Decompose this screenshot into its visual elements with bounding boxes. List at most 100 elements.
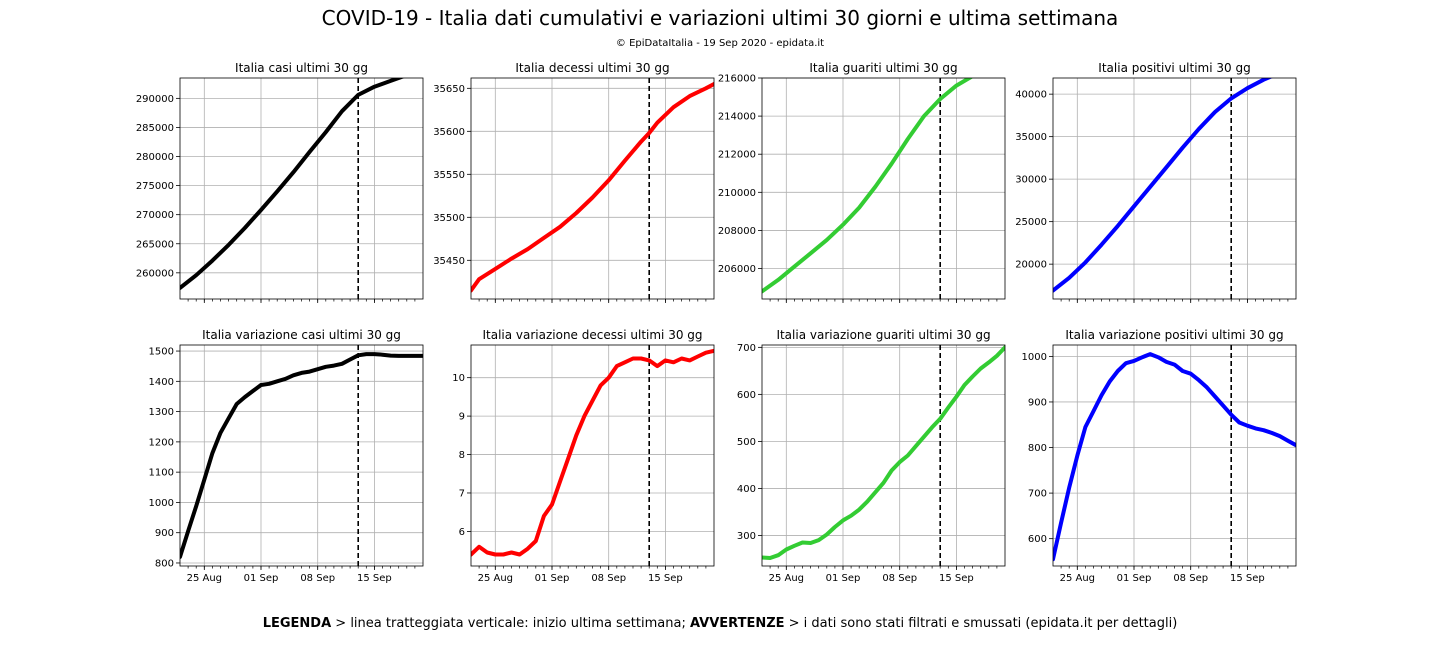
chart-panel: 600 700 800 900 1000 25 Aug 01 Sep 08 Sep 15 Sep… — [1022, 328, 1297, 584]
chart-panel: 300 400 500 600 700 25 Aug 01 Sep 08 Sep 15 Sep I… — [737, 328, 1006, 584]
plot-frame — [1052, 344, 1297, 567]
y-tick-label: 208000 — [718, 226, 756, 237]
y-tick-label: 600 — [737, 390, 756, 401]
figure-title: COVID-19 - Italia dati cumulativi e vari… — [321, 6, 1119, 30]
series-line — [1053, 352, 1296, 562]
chart-title: Italia decessi ultimi 30 gg — [515, 61, 669, 75]
plot-frame — [470, 77, 715, 300]
y-tick-label: 206000 — [718, 264, 756, 275]
y-tick-label: 400 — [737, 484, 756, 495]
y-tick-label: 35650 — [433, 84, 465, 95]
y-tick-label: 216000 — [718, 74, 756, 85]
y-tick-label: 280000 — [136, 152, 174, 163]
y-tick-label: 35500 — [433, 213, 465, 224]
chart-title: Italia positivi ultimi 30 gg — [1098, 61, 1250, 75]
x-tick-label: 15 Sep — [1230, 573, 1265, 584]
y-tick-label: 275000 — [136, 181, 174, 192]
y-tick-label: 800 — [1028, 443, 1047, 454]
y-tick-label: 1300 — [149, 407, 174, 418]
y-tick-label: 500 — [737, 437, 756, 448]
series-line — [180, 352, 423, 559]
x-tick-label: 15 Sep — [939, 573, 974, 584]
y-tick-label: 30000 — [1015, 175, 1047, 186]
plot-frame — [179, 344, 424, 567]
chart-panel: 800 900 1000 1100 1200 1300 1400 1500 25 Aug 01 S… — [149, 328, 424, 584]
chart-title: Italia variazione decessi ultimi 30 gg — [482, 328, 702, 342]
x-tick-label: 15 Sep — [648, 573, 683, 584]
x-tick-label: 25 Aug — [1060, 573, 1095, 584]
plot-frame — [761, 77, 1006, 300]
series-line — [762, 345, 1005, 560]
chart-title: Italia casi ultimi 30 gg — [235, 61, 368, 75]
chart-panel: 35450 35500 35550 35600 35650 Italia decessi … — [433, 61, 715, 303]
chart-title: Italia guariti ultimi 30 gg — [809, 61, 957, 75]
y-tick-label: 35000 — [1015, 132, 1047, 143]
y-tick-label: 9 — [459, 412, 465, 423]
y-tick-label: 35550 — [433, 170, 465, 181]
x-tick-label: 15 Sep — [357, 573, 392, 584]
y-tick-label: 700 — [737, 343, 756, 354]
chart-panel: 260000 265000 270000 275000 280000 285000 2900… — [136, 61, 424, 303]
x-tick-label: 08 Sep — [1173, 573, 1208, 584]
x-tick-label: 01 Sep — [826, 573, 861, 584]
warning-text: > i dati sono stati filtrati e smussati … — [784, 616, 1178, 631]
y-tick-label: 214000 — [718, 112, 756, 123]
y-tick-label: 7 — [459, 488, 465, 499]
y-tick-label: 285000 — [136, 123, 174, 134]
y-tick-label: 1000 — [149, 498, 174, 509]
y-tick-label: 35600 — [433, 127, 465, 138]
y-tick-label: 300 — [737, 531, 756, 542]
series-line — [471, 82, 714, 293]
plot-frame — [1052, 77, 1297, 300]
chart-panel: 206000 208000 210000 212000 214000 216000 Ital… — [718, 61, 1006, 303]
x-tick-label: 08 Sep — [882, 573, 917, 584]
y-tick-label: 20000 — [1015, 260, 1047, 271]
chart-panel: 20000 25000 30000 35000 40000 Italia positivi… — [1015, 61, 1297, 303]
y-tick-label: 1100 — [149, 468, 174, 479]
plot-frame — [470, 344, 715, 567]
chart-panel: 6 7 8 9 10 25 Aug 01 Sep 08 Sep 15 Sep Italia var… — [452, 328, 715, 584]
series-line — [471, 348, 714, 557]
y-tick-label: 1400 — [149, 377, 174, 388]
y-tick-label: 25000 — [1015, 217, 1047, 228]
y-tick-label: 260000 — [136, 268, 174, 279]
y-tick-label: 10 — [452, 373, 465, 384]
x-tick-label: 25 Aug — [187, 573, 222, 584]
y-tick-label: 900 — [1028, 397, 1047, 408]
x-tick-label: 01 Sep — [244, 573, 279, 584]
x-tick-label: 08 Sep — [591, 573, 626, 584]
y-tick-label: 800 — [155, 558, 174, 569]
plot-frame — [179, 77, 424, 300]
y-tick-label: 6 — [459, 527, 465, 538]
y-tick-label: 210000 — [718, 188, 756, 199]
x-tick-label: 01 Sep — [1117, 573, 1152, 584]
y-tick-label: 700 — [1028, 489, 1047, 500]
chart-title: Italia variazione positivi ultimi 30 gg — [1065, 328, 1283, 342]
series-line — [762, 78, 974, 294]
chart-title: Italia variazione guariti ultimi 30 gg — [776, 328, 990, 342]
y-tick-label: 900 — [155, 528, 174, 539]
plot-frame — [761, 344, 1006, 567]
warning-label: AVVERTENZE — [689, 616, 785, 631]
y-tick-label: 1200 — [149, 437, 174, 448]
legend-label: LEGENDA — [262, 616, 332, 631]
x-tick-label: 25 Aug — [478, 573, 513, 584]
series-line — [180, 78, 405, 290]
figure-legend: LEGENDA > linea tratteggiata verticale: … — [0, 616, 1440, 631]
y-tick-label: 265000 — [136, 239, 174, 250]
x-tick-label: 08 Sep — [300, 573, 335, 584]
y-tick-label: 40000 — [1015, 90, 1047, 101]
chart-title: Italia variazione casi ultimi 30 gg — [202, 328, 401, 342]
y-tick-label: 35450 — [433, 256, 465, 267]
x-tick-label: 25 Aug — [769, 573, 804, 584]
y-tick-label: 212000 — [718, 150, 756, 161]
y-tick-label: 600 — [1028, 534, 1047, 545]
series-line — [1053, 78, 1273, 293]
y-tick-label: 290000 — [136, 94, 174, 105]
x-tick-label: 01 Sep — [535, 573, 570, 584]
legend-text: > linea tratteggiata verticale: inizio u… — [331, 616, 690, 631]
y-tick-label: 8 — [459, 450, 465, 461]
y-tick-label: 270000 — [136, 210, 174, 221]
y-tick-label: 1500 — [149, 347, 174, 358]
